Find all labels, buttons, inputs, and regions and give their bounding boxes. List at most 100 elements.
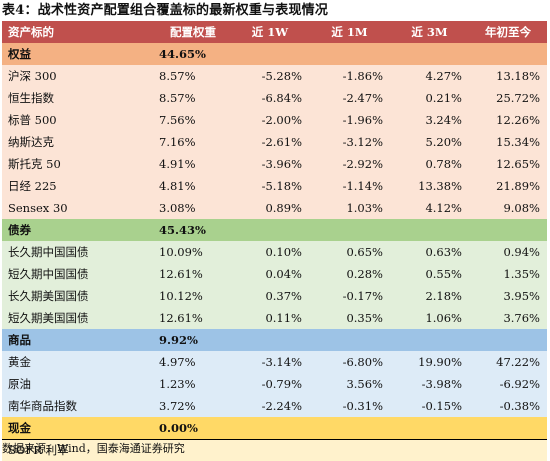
weight-cell: 4.97% xyxy=(159,355,196,369)
weight-cell: 4.81% xyxy=(159,179,196,193)
return-1m-cell: -1.86% xyxy=(342,69,383,83)
return-3m-cell: 5.20% xyxy=(425,135,462,149)
asset-name: 长久期美国国债 xyxy=(8,289,89,303)
header-ytd: 年初至今 xyxy=(469,21,547,43)
return-3m-cell: 0.63% xyxy=(425,245,462,259)
return-1w-cell: 0.11% xyxy=(265,311,302,325)
category-empty-cell xyxy=(390,417,469,439)
return-1w-cell: 0.37% xyxy=(265,289,302,303)
return-1w-cell: -5.28% xyxy=(261,69,302,83)
header-1m: 近 1M xyxy=(309,21,390,43)
weight-cell: 10.09% xyxy=(159,245,203,259)
return-3m-cell: 3.24% xyxy=(425,113,462,127)
return-1m-cell: -2.92% xyxy=(342,157,383,171)
category-empty-cell xyxy=(231,43,309,65)
asset-name: 日经 225 xyxy=(8,179,57,193)
category-empty-cell xyxy=(469,417,547,439)
return-1w-cell: -2.24% xyxy=(261,399,302,413)
weight-cell: 3.08% xyxy=(159,201,196,215)
table-row: SOFR 利率 xyxy=(2,439,547,461)
return-1m-cell: 0.28% xyxy=(346,267,383,281)
return-ytd-cell: 12.26% xyxy=(496,113,540,127)
weight-cell: 4.91% xyxy=(159,157,196,171)
asset-name: 黄金 xyxy=(8,355,31,369)
source-note: 数据来源：Wind，国泰海通证券研究 xyxy=(2,439,547,457)
return-1w-cell: 0.10% xyxy=(265,245,302,259)
return-ytd-cell: 47.22% xyxy=(496,355,540,369)
table-row: 标普 500 7.56% -2.00% -1.96% 3.24% 12.26% xyxy=(2,109,547,131)
return-3m-cell: -0.15% xyxy=(421,399,462,413)
category-weight: 45.43% xyxy=(159,223,206,237)
return-1w-cell: -5.18% xyxy=(261,179,302,193)
return-3m-cell: 19.90% xyxy=(418,355,462,369)
return-3m-cell: 4.12% xyxy=(425,201,462,215)
asset-name: 沪深 300 xyxy=(8,69,57,83)
asset-name: 短久期美国国债 xyxy=(8,311,89,325)
return-1w-cell: 0.04% xyxy=(265,267,302,281)
return-1m-cell: -1.96% xyxy=(342,113,383,127)
weight-cell: 1.23% xyxy=(159,377,196,391)
return-1m-cell: -0.31% xyxy=(342,399,383,413)
return-1w-cell: -6.84% xyxy=(261,91,302,105)
asset-name: 原油 xyxy=(8,377,31,391)
asset-name: SOFR 利率 xyxy=(8,443,69,457)
weight-cell: 7.56% xyxy=(159,113,196,127)
table-row: 斯托克 50 4.91% -3.96% -2.92% 0.78% 12.65% xyxy=(2,153,547,175)
asset-name: 纳斯达克 xyxy=(8,135,54,149)
weight-cell: 8.57% xyxy=(159,91,196,105)
return-1w-cell: -2.00% xyxy=(261,113,302,127)
category-empty-cell xyxy=(231,219,309,241)
return-1m-cell: -1.14% xyxy=(342,179,383,193)
return-3m-cell: 0.55% xyxy=(425,267,462,281)
weight-cell: 10.12% xyxy=(159,289,203,303)
return-1w-cell: 0.89% xyxy=(265,201,302,215)
return-ytd-cell: -0.38% xyxy=(499,399,540,413)
weight-cell: 3.72% xyxy=(159,399,196,413)
category-empty-cell xyxy=(469,219,547,241)
return-1w-cell: -3.14% xyxy=(261,355,302,369)
asset-name: 恒生指数 xyxy=(8,91,54,105)
return-3m-cell: 2.18% xyxy=(425,289,462,303)
table-row: 长久期美国国债 10.12% 0.37% -0.17% 2.18% 3.95% xyxy=(2,285,547,307)
weight-cell: 12.61% xyxy=(159,311,203,325)
category-empty-cell xyxy=(309,219,390,241)
asset-name: 长久期中国国债 xyxy=(8,245,89,259)
return-1m-cell: 0.35% xyxy=(346,311,383,325)
return-ytd-cell: 25.72% xyxy=(496,91,540,105)
return-3m-cell: -3.98% xyxy=(421,377,462,391)
asset-name: 标普 500 xyxy=(8,113,57,127)
category-empty-cell xyxy=(390,43,469,65)
category-label: 现金 xyxy=(8,421,31,435)
asset-name: Sensex 30 xyxy=(8,201,68,215)
return-ytd-cell: 13.18% xyxy=(496,69,540,83)
return-1m-cell: -6.80% xyxy=(342,355,383,369)
weight-cell: 8.57% xyxy=(159,69,196,83)
category-empty-cell xyxy=(309,417,390,439)
category-row-cash: 现金 0.00% xyxy=(2,417,547,439)
category-empty-cell xyxy=(390,329,469,351)
return-3m-cell: 1.06% xyxy=(425,311,462,325)
allocation-table-wrapper: 资产标的 配置权重 近 1W 近 1M 近 3M 年初至今 权益 44.65% 沪深… xyxy=(2,21,547,461)
category-row-equity: 权益 44.65% xyxy=(2,43,547,65)
return-1m-cell: 3.56% xyxy=(346,377,383,391)
table-row: 短久期中国国债 12.61% 0.04% 0.28% 0.55% 1.35% xyxy=(2,263,547,285)
category-empty-cell xyxy=(309,43,390,65)
table-caption: 表4：战术性资产配置组合覆盖标的最新权重与表现情况 xyxy=(2,3,329,18)
return-3m-cell: 13.38% xyxy=(418,179,462,193)
category-row-commodity: 商品 9.92% xyxy=(2,329,547,351)
table-row: 日经 225 4.81% -5.18% -1.14% 13.38% 21.89% xyxy=(2,175,547,197)
table-row: 黄金 4.97% -3.14% -6.80% 19.90% 47.22% xyxy=(2,351,547,373)
return-ytd-cell: 3.76% xyxy=(503,311,540,325)
table-header-row: 资产标的 配置权重 近 1W 近 1M 近 3M 年初至今 xyxy=(2,21,547,43)
table-row: Sensex 30 3.08% 0.89% 1.03% 4.12% 9.08% xyxy=(2,197,547,219)
asset-name: 短久期中国国债 xyxy=(8,267,89,281)
weight-cell: 12.61% xyxy=(159,267,203,281)
header-3m: 近 3M xyxy=(390,21,469,43)
category-label: 债券 xyxy=(8,223,31,237)
return-1m-cell: -0.17% xyxy=(342,289,383,303)
asset-name: 斯托克 50 xyxy=(8,157,61,171)
category-empty-cell xyxy=(309,329,390,351)
return-1m-cell: 1.03% xyxy=(346,201,383,215)
return-1m-cell: -3.12% xyxy=(342,135,383,149)
return-3m-cell: 4.27% xyxy=(425,69,462,83)
